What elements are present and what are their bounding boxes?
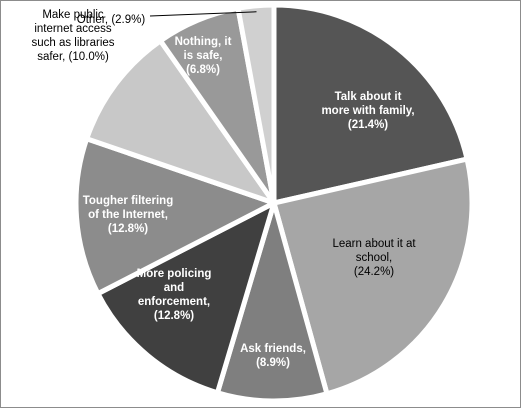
slice-label-other: Other, (2.9%) [77, 14, 146, 26]
slice-label-line: safer, (10.0%) [37, 51, 109, 63]
slice-label-line: More policing [137, 268, 212, 280]
pie-slice-filtering [73, 136, 277, 297]
slice-label-line: enforcement, [138, 296, 210, 308]
slice-label-line: such as libraries [31, 37, 114, 49]
slice-label-line: Ask friends, [240, 343, 306, 355]
slice-label-line: of the Internet, [88, 209, 168, 221]
slice-label-line: (24.2%) [354, 266, 394, 278]
slice-label-line: Other, (2.9%) [77, 14, 146, 26]
pie-slice-other [235, 2, 277, 206]
slice-label-filtering: Tougher filtering of the Internet, (12.8%) [83, 195, 174, 235]
pie-slice-friends [214, 200, 330, 404]
slice-label-family: Talk about it more with family, (21.4%) [321, 91, 414, 131]
slice-label-line: (12.8%) [108, 223, 148, 235]
slice-label-line: more with family, [321, 105, 414, 117]
slice-label-line: Talk about it [335, 91, 402, 103]
slice-label-line: school, [356, 252, 392, 264]
leader-line-other [149, 11, 257, 17]
slice-label-line: Tougher filtering [83, 195, 174, 207]
slice-label-friends: Ask friends, (8.9%) [240, 343, 306, 369]
slice-label-line: and [164, 282, 184, 294]
pie-slice-school [271, 156, 475, 397]
slice-label-line: Learn about it at [332, 238, 416, 250]
slice-label-line: (6.8%) [186, 64, 220, 76]
slice-label-school: Learn about it at school, (24.2%) [332, 238, 416, 278]
slice-label-line: (21.4%) [348, 119, 388, 131]
slice-label-line: Nothing, it [175, 36, 232, 48]
slice-label-line: Make public [42, 9, 104, 21]
pie-slice-family [271, 2, 470, 206]
slice-label-nothing: Nothing, it is safe, (6.8%) [175, 36, 232, 76]
slice-label-line: is safe, [184, 50, 223, 62]
pie-slice-libraries [84, 38, 277, 206]
slice-label-line: internet access [34, 23, 112, 35]
pie-slice-policing [95, 200, 277, 396]
slice-label-line: (12.8%) [154, 310, 194, 322]
slice-label-policing: More policing and enforcement, (12.8%) [137, 268, 212, 322]
slice-label-libraries: Make public internet access such as librar… [31, 9, 114, 63]
slice-label-line: (8.9%) [256, 357, 290, 369]
